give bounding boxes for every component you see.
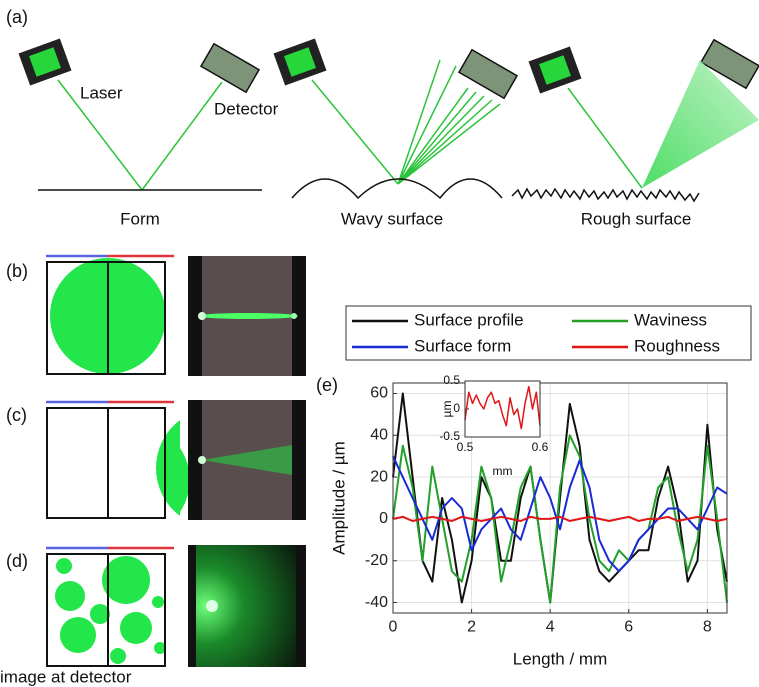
surface-line	[38, 179, 699, 201]
x-tick-label: 2	[467, 619, 476, 636]
x-tick-label: 8	[703, 619, 712, 636]
detector-label: Detector	[214, 99, 279, 118]
panel-label: (d)	[6, 551, 28, 571]
y-axis-label: µm	[440, 401, 454, 418]
figure: (a) Laser Detector Form Wavy surface Rou…	[0, 0, 759, 687]
x-tick-label: 0.6	[532, 440, 549, 454]
x-tick-label: 4	[546, 619, 555, 636]
y-tick-label: -20	[365, 552, 388, 569]
y-tick-label: 60	[370, 385, 388, 402]
y-tick-label: 0	[453, 401, 460, 415]
legend-label: Roughness	[634, 336, 720, 355]
y-tick-label: 40	[370, 426, 388, 443]
photo	[188, 256, 306, 667]
y-tick-label: 0.5	[443, 373, 460, 387]
x-tick-label: 6	[624, 619, 633, 636]
x-axis-label: Length / mm	[513, 649, 608, 668]
y-tick-label: 0	[379, 510, 388, 527]
panel-label: (c)	[6, 405, 27, 425]
legend: Surface profile Waviness Surface form Rough…	[346, 306, 751, 360]
legend-label: Surface profile	[414, 310, 524, 329]
x-tick-label: 0	[389, 619, 398, 636]
y-tick-label: -40	[365, 594, 388, 611]
panel-label: (b)	[6, 261, 28, 281]
caption-label: image at detector	[0, 667, 132, 686]
detector-image	[47, 258, 190, 666]
x-tick-label: 0.5	[457, 440, 474, 454]
panel-label: (e)	[316, 375, 338, 395]
y-tick-label: 20	[370, 468, 388, 485]
surface-label: Rough surface	[581, 209, 692, 228]
surface-label: Wavy surface	[341, 209, 443, 228]
surface-label: Form	[120, 209, 160, 228]
x-axis-label: mm	[493, 464, 513, 478]
legend-label: Surface form	[414, 336, 511, 355]
legend-label: Waviness	[634, 310, 707, 329]
panel-label: (a)	[6, 7, 28, 27]
laser-label: Laser	[80, 83, 123, 102]
y-axis-label: Amplitude / µm	[329, 441, 348, 555]
